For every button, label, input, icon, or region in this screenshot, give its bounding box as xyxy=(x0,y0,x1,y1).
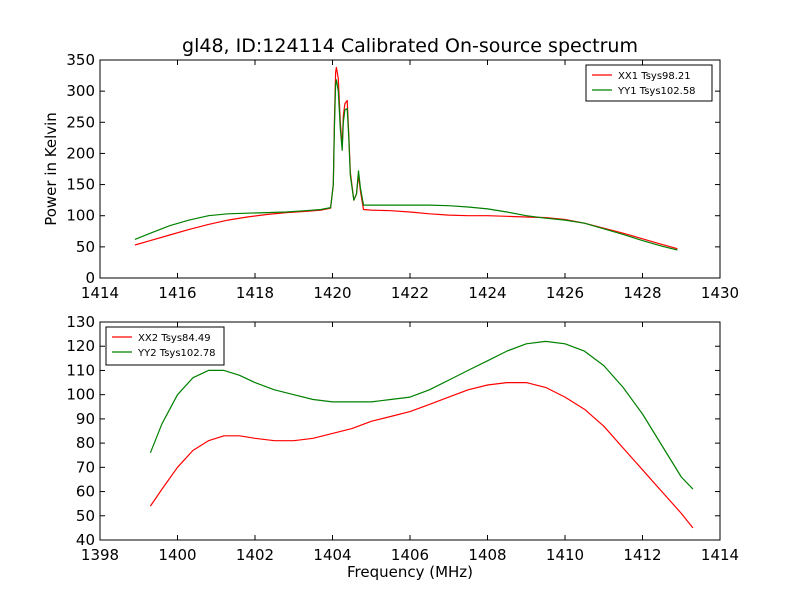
x-tick-label: 1404 xyxy=(313,546,351,564)
y-tick-label: 90 xyxy=(76,410,95,428)
x-tick-label: 1428 xyxy=(623,284,661,302)
series-line-xx xyxy=(149,382,694,529)
y-tick-label: 50 xyxy=(76,507,95,525)
y-tick-label: 130 xyxy=(66,313,95,331)
x-tick-label: 1426 xyxy=(546,284,584,302)
y-tick-label: 70 xyxy=(76,458,95,476)
y-tick-label: 50 xyxy=(76,238,95,256)
y-tick-label: 110 xyxy=(66,361,95,379)
x-tick-label: 1406 xyxy=(391,546,429,564)
x-tick-label: 1422 xyxy=(391,284,429,302)
x-axis-label: Frequency (MHz) xyxy=(347,563,473,581)
y-tick-label: 40 xyxy=(76,531,95,549)
x-tick-label: 1414 xyxy=(701,546,739,564)
legend: XX2 Tsys84.49 YY2 Tsys102.78 xyxy=(105,326,225,366)
x-tick-label: 1416 xyxy=(158,284,196,302)
y-tick-label: 250 xyxy=(66,113,95,131)
y-tick-label: 100 xyxy=(66,386,95,404)
legend: XX1 Tsys98.21 YY1 Tsys102.58 xyxy=(585,64,713,102)
figure-title: gl48, ID:124114 Calibrated On-source spe… xyxy=(182,35,638,57)
legend-label: YY2 Tsys102.78 xyxy=(137,348,216,359)
series-line-yy xyxy=(149,340,694,490)
y-tick-label: 150 xyxy=(66,176,95,194)
legend-box xyxy=(585,64,713,102)
x-tick-label: 1410 xyxy=(546,546,584,564)
x-tick-label: 1408 xyxy=(468,546,506,564)
legend-label: XX2 Tsys84.49 xyxy=(138,333,211,344)
y-tick-label: 200 xyxy=(66,144,95,162)
x-tick-label: 1400 xyxy=(158,546,196,564)
y-tick-label: 300 xyxy=(66,82,95,100)
y-tick-label: 120 xyxy=(66,337,95,355)
y-tick-label: 80 xyxy=(76,434,95,452)
y-tick-label: 350 xyxy=(66,51,95,69)
legend-label: XX1 Tsys98.21 xyxy=(618,71,691,82)
y-tick-label: 60 xyxy=(76,483,95,501)
bottom-plot: 1398 1400 1402 1404 1406 1408 1410 1412 1414 40 50… xyxy=(66,313,739,581)
y-tick-label: 100 xyxy=(66,207,95,225)
x-tick-label: 1414 xyxy=(81,284,119,302)
x-tick-label: 1424 xyxy=(468,284,506,302)
x-tick-label: 1412 xyxy=(623,546,661,564)
legend-box xyxy=(105,326,225,366)
top-plot: 1414 1416 1418 1420 1422 1424 1426 1428 1430 0 50 1… xyxy=(42,51,739,302)
x-tick-label: 1398 xyxy=(81,546,119,564)
x-tick-label: 1420 xyxy=(313,284,351,302)
x-tick-label: 1402 xyxy=(236,546,274,564)
legend-label: YY1 Tsys102.58 xyxy=(617,86,696,97)
x-tick-label: 1430 xyxy=(701,284,739,302)
y-axis-label: Power in Kelvin xyxy=(42,112,60,226)
y-tick-label: 0 xyxy=(85,269,95,287)
series-line-yy xyxy=(134,79,678,251)
x-tick-label: 1418 xyxy=(236,284,274,302)
